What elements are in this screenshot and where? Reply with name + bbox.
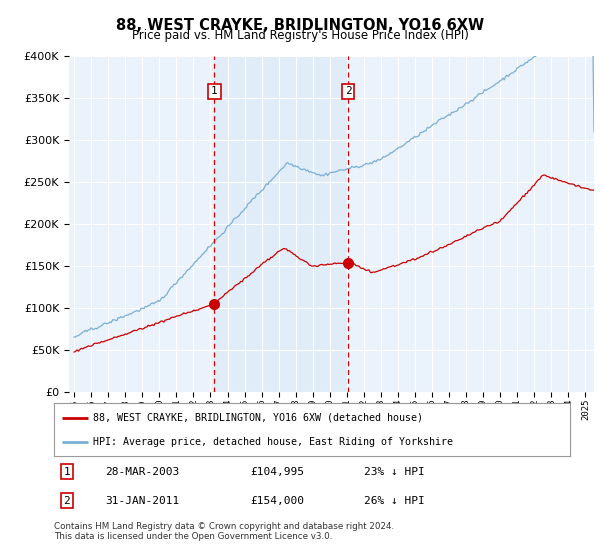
Text: 2: 2 [345, 86, 352, 96]
Text: 1: 1 [64, 466, 70, 477]
Text: 88, WEST CRAYKE, BRIDLINGTON, YO16 6XW: 88, WEST CRAYKE, BRIDLINGTON, YO16 6XW [116, 18, 484, 34]
Text: 26% ↓ HPI: 26% ↓ HPI [364, 496, 424, 506]
Text: Price paid vs. HM Land Registry's House Price Index (HPI): Price paid vs. HM Land Registry's House … [131, 29, 469, 42]
Text: £154,000: £154,000 [250, 496, 304, 506]
Text: Contains HM Land Registry data © Crown copyright and database right 2024.
This d: Contains HM Land Registry data © Crown c… [54, 522, 394, 542]
Text: 2: 2 [64, 496, 70, 506]
Text: HPI: Average price, detached house, East Riding of Yorkshire: HPI: Average price, detached house, East… [92, 437, 453, 447]
Text: £104,995: £104,995 [250, 466, 304, 477]
Text: 1: 1 [211, 86, 218, 96]
Bar [214, 56, 348, 392]
Text: 31-JAN-2011: 31-JAN-2011 [106, 496, 180, 506]
Text: 23% ↓ HPI: 23% ↓ HPI [364, 466, 424, 477]
Text: 28-MAR-2003: 28-MAR-2003 [106, 466, 180, 477]
Text: 88, WEST CRAYKE, BRIDLINGTON, YO16 6XW (detached house): 88, WEST CRAYKE, BRIDLINGTON, YO16 6XW (… [92, 413, 422, 423]
